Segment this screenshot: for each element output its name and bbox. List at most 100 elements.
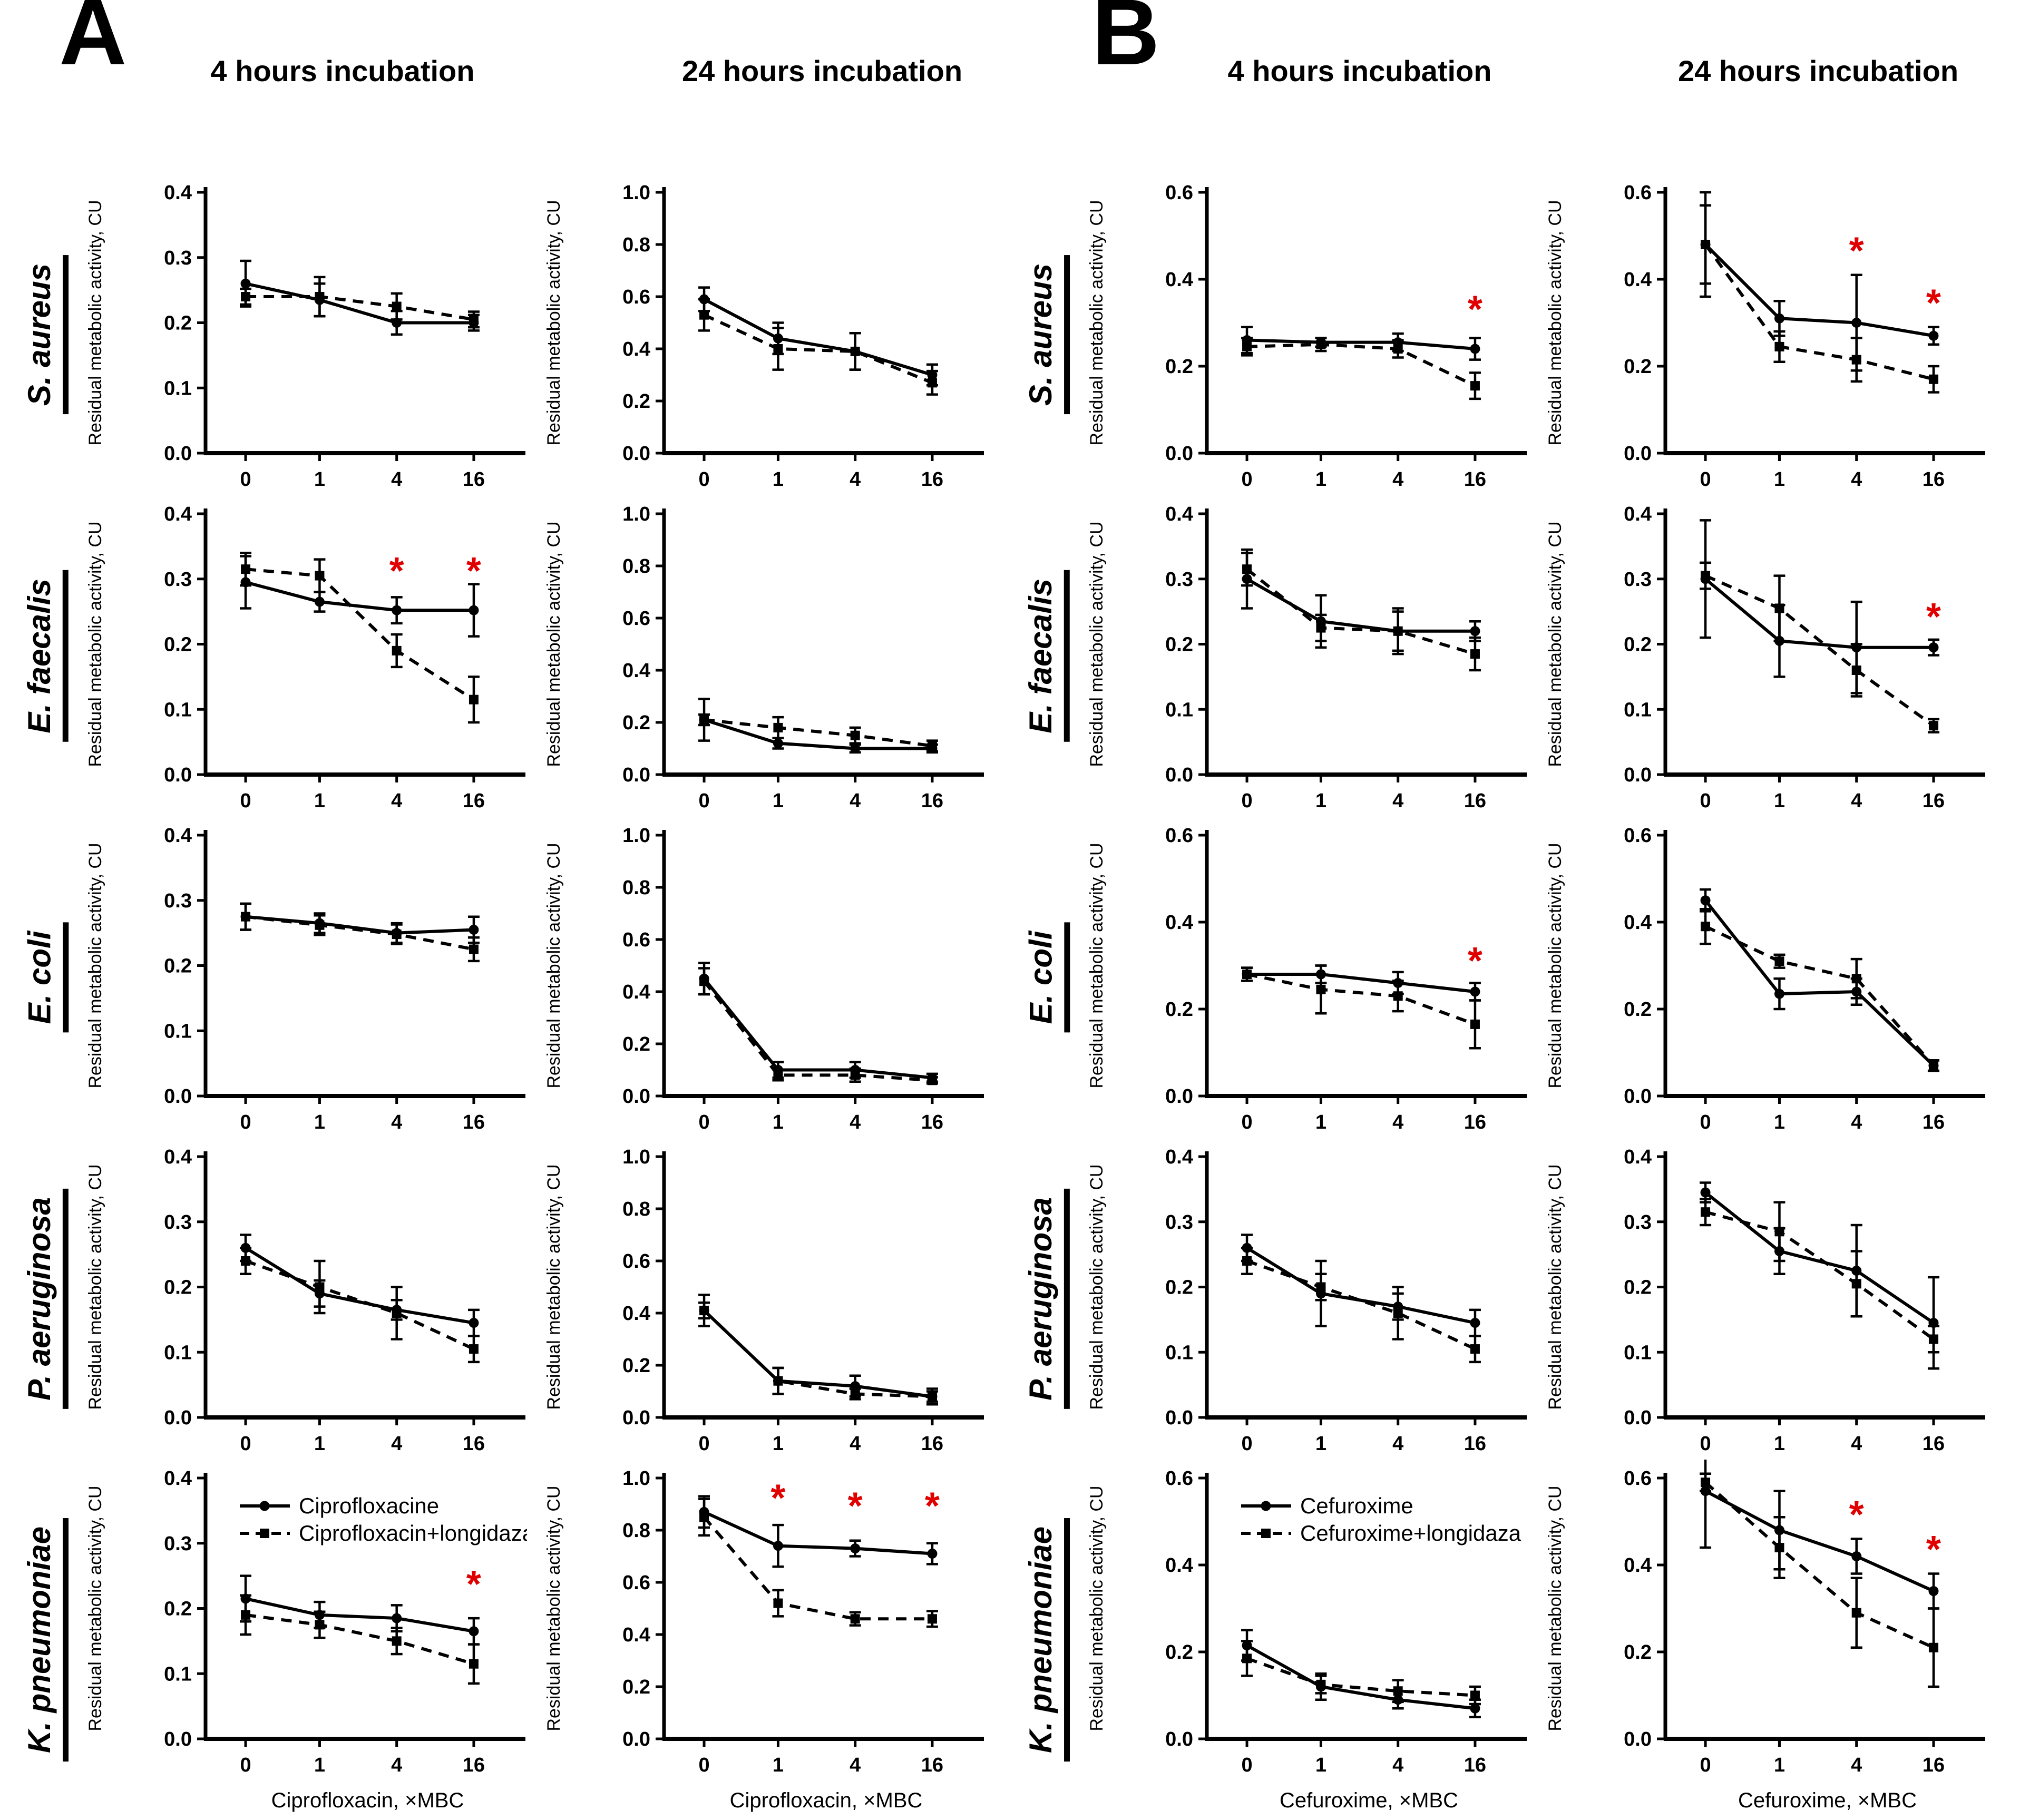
row-label-s-aureus-a: S. aureus: [16, 174, 74, 495]
svg-text:4: 4: [1851, 1111, 1862, 1133]
species-name: E. coli: [21, 922, 69, 1033]
svg-text:0.3: 0.3: [164, 247, 192, 269]
svg-text:0.1: 0.1: [1165, 699, 1193, 721]
svg-text:1: 1: [1774, 1111, 1785, 1133]
svg-text:0.6: 0.6: [622, 1572, 650, 1594]
svg-text:0.0: 0.0: [164, 764, 192, 786]
svg-text:4: 4: [850, 1433, 861, 1455]
svg-text:0.3: 0.3: [164, 890, 192, 912]
svg-text:1: 1: [1774, 468, 1785, 491]
svg-text:0.0: 0.0: [622, 443, 650, 465]
svg-text:Residual metabolic activity, C: Residual metabolic activity, CU: [1545, 521, 1565, 767]
svg-text:16: 16: [1923, 468, 1945, 491]
chart-b-s-aureus-4h: 0.0 0.2 0.4 0.6 Residual metabolic activity,…: [1075, 174, 1534, 495]
chart-svg-A-e-faecalis-24h: 0.0 0.2 0.4 0.6 0.8 1.0 Residual metabolic act…: [544, 503, 984, 812]
row-label-e-faecalis-b: E. faecalis: [1017, 495, 1075, 817]
row-label-e-coli-b: E. coli: [1017, 817, 1075, 1138]
column-title-a-4h: 4 hours incubation: [210, 54, 475, 87]
svg-text:0: 0: [1700, 1433, 1711, 1455]
svg-text:0.2: 0.2: [1165, 634, 1193, 656]
svg-text:0: 0: [1700, 1754, 1711, 1776]
svg-text:Residual metabolic activity, C: Residual metabolic activity, CU: [85, 843, 105, 1088]
svg-text:0.4: 0.4: [164, 1467, 192, 1490]
svg-text:0.4: 0.4: [1165, 912, 1193, 934]
chart-b-p-aeruginosa-24h: 0.0 0.1 0.2 0.3 0.4 Residual metabolic activi…: [1534, 1138, 2018, 1460]
chart-svg-B-s-aureus-4h: 0.0 0.2 0.4 0.6 Residual metabolic activity,…: [1087, 182, 1527, 491]
row-label-p-aeruginosa-b: P. aeruginosa: [1017, 1138, 1075, 1460]
svg-text:0.0: 0.0: [622, 1407, 650, 1429]
svg-text:0.2: 0.2: [1624, 634, 1652, 656]
svg-text:*: *: [1849, 230, 1864, 272]
svg-text:0.3: 0.3: [164, 569, 192, 591]
svg-text:*: *: [925, 1485, 940, 1528]
chart-svg-B-s-aureus-24h: 0.0 0.2 0.4 0.6 Residual metabolic activity,…: [1545, 182, 1985, 491]
row-label-p-aeruginosa-a: P. aeruginosa: [16, 1138, 74, 1460]
svg-text:0: 0: [240, 1754, 251, 1776]
species-name: S. aureus: [21, 255, 69, 415]
column-title-b-24h: 24 hours incubation: [1677, 54, 1959, 87]
panel-a-label: A: [59, 0, 127, 84]
svg-text:0.2: 0.2: [622, 1676, 650, 1698]
svg-text:*: *: [1926, 596, 1941, 638]
svg-text:0.3: 0.3: [1624, 569, 1652, 591]
svg-text:Residual metabolic activity, C: Residual metabolic activity, CU: [85, 521, 105, 767]
svg-text:0.4: 0.4: [622, 981, 650, 1003]
svg-text:0.3: 0.3: [164, 1211, 192, 1234]
chart-b-k-pneumoniae-24h: 0.0 0.2 0.4 0.6 Residual metabolic activity,…: [1534, 1460, 2018, 1820]
svg-text:Residual metabolic activity, C: Residual metabolic activity, CU: [1087, 1164, 1107, 1410]
svg-text:16: 16: [1464, 790, 1486, 812]
svg-text:1: 1: [314, 790, 325, 812]
svg-text:Residual metabolic activity, C: Residual metabolic activity, CU: [1545, 1485, 1565, 1731]
svg-text:*: *: [466, 550, 481, 592]
svg-text:*: *: [1849, 1494, 1864, 1536]
svg-text:1: 1: [773, 790, 784, 812]
svg-text:0.4: 0.4: [622, 1624, 650, 1646]
svg-text:Cefuroxime+longidaza: Cefuroxime+longidaza: [1300, 1521, 1521, 1545]
svg-text:16: 16: [921, 790, 943, 812]
chart-svg-B-k-pneumoniae-24h: 0.0 0.2 0.4 0.6 Residual metabolic activity,…: [1545, 1460, 1985, 1812]
svg-text:0.8: 0.8: [622, 877, 650, 899]
svg-text:0.4: 0.4: [164, 825, 192, 847]
svg-text:0.2: 0.2: [622, 1033, 650, 1055]
svg-text:0.4: 0.4: [622, 660, 650, 682]
svg-text:0.1: 0.1: [164, 1342, 192, 1364]
svg-text:0.6: 0.6: [622, 608, 650, 630]
svg-text:4: 4: [391, 468, 402, 491]
row-label-e-faecalis-a: E. faecalis: [16, 495, 74, 817]
svg-text:0.0: 0.0: [1165, 1085, 1193, 1108]
svg-text:0.2: 0.2: [1165, 1277, 1193, 1299]
panel-b-label: B: [1092, 0, 1160, 84]
species-name: E. coli: [1022, 922, 1070, 1033]
svg-text:1: 1: [1315, 790, 1326, 812]
svg-text:1: 1: [314, 1754, 325, 1776]
row-label-k-pneumoniae-a: K. pneumoniae: [16, 1460, 74, 1820]
svg-text:0.4: 0.4: [164, 1146, 192, 1168]
svg-text:0: 0: [698, 468, 709, 491]
svg-text:0.1: 0.1: [164, 699, 192, 721]
svg-text:0: 0: [1700, 790, 1711, 812]
svg-text:*: *: [466, 1563, 481, 1606]
svg-text:1: 1: [1315, 1754, 1326, 1776]
chart-b-k-pneumoniae-4h: 0.0 0.2 0.4 0.6 Residual metabolic activity,…: [1075, 1460, 1534, 1820]
svg-text:1.0: 1.0: [622, 825, 650, 847]
chart-a-p-aeruginosa-24h: 0.0 0.2 0.4 0.6 0.8 1.0 Residual metabolic act…: [532, 1138, 991, 1460]
svg-text:0.6: 0.6: [622, 1250, 650, 1273]
panel-gap: [991, 174, 1017, 495]
panel-gap: [991, 1460, 1017, 1820]
svg-text:Residual metabolic activity, C: Residual metabolic activity, CU: [544, 521, 564, 767]
svg-text:0: 0: [240, 468, 251, 491]
svg-text:0.6: 0.6: [1624, 1467, 1652, 1490]
column-title-a-24h: 24 hours incubation: [681, 54, 963, 87]
chart-a-s-aureus-4h: 0.0 0.1 0.2 0.3 0.4 Residual metabolic activi…: [74, 174, 532, 495]
svg-text:Residual metabolic activity, C: Residual metabolic activity, CU: [544, 1164, 564, 1410]
chart-svg-B-e-coli-4h: 0.0 0.2 0.4 0.6 Residual metabolic activity,…: [1087, 825, 1527, 1133]
svg-text:0.6: 0.6: [1624, 825, 1652, 847]
svg-text:Residual metabolic activity, C: Residual metabolic activity, CU: [1545, 1164, 1565, 1410]
chart-a-e-coli-24h: 0.0 0.2 0.4 0.6 0.8 1.0 Residual metabolic act…: [532, 817, 991, 1138]
svg-text:0.2: 0.2: [1165, 356, 1193, 378]
svg-text:1: 1: [314, 468, 325, 491]
svg-text:16: 16: [1464, 1433, 1486, 1455]
row-label-s-aureus-b: S. aureus: [1017, 174, 1075, 495]
svg-text:0.4: 0.4: [1165, 1146, 1193, 1168]
svg-text:0.1: 0.1: [1624, 1342, 1652, 1364]
